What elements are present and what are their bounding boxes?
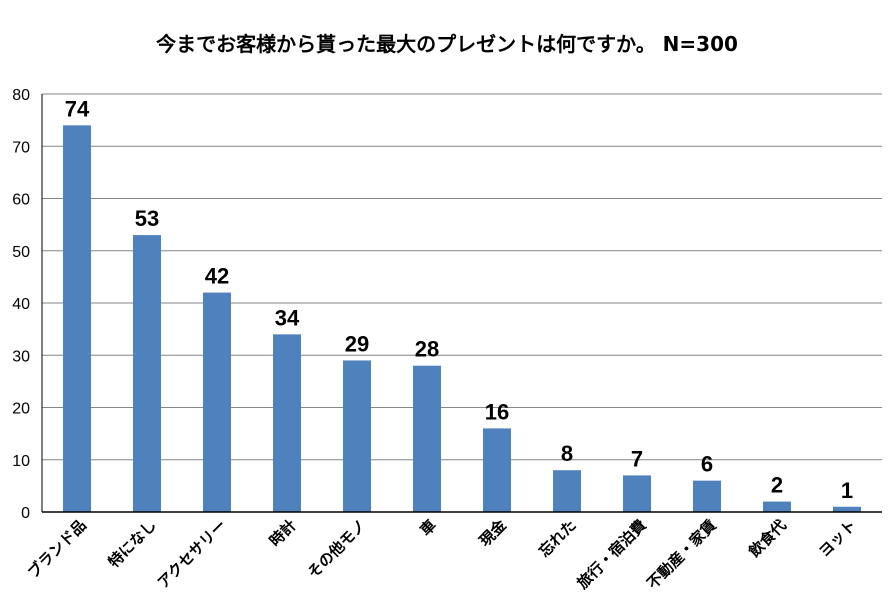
x-tick-label: ヨット <box>815 516 860 561</box>
x-tick-label: 旅行・宿泊費 <box>573 516 649 592</box>
data-label: 1 <box>841 478 853 503</box>
y-axis-ticks: 0 10 20 30 40 50 60 70 80 <box>12 87 30 522</box>
bar <box>833 506 861 512</box>
bar <box>133 235 161 512</box>
bar <box>553 470 581 512</box>
data-label: 42 <box>205 264 229 289</box>
bars <box>63 125 861 512</box>
bar <box>203 292 231 512</box>
x-tick-label: 飲食代 <box>745 516 790 561</box>
bar <box>273 334 301 512</box>
data-label: 16 <box>485 399 509 424</box>
x-tick-label: 特になし <box>105 516 160 571</box>
x-tick-label: アクセサリー <box>154 516 230 592</box>
bar <box>63 125 91 512</box>
data-labels: 74 53 42 34 29 28 16 8 7 6 2 1 <box>65 96 853 502</box>
x-tick-label: ブランド品 <box>24 516 90 582</box>
bar <box>623 475 651 512</box>
x-tick-label: その他モノ <box>304 516 370 582</box>
x-tick-label: 車 <box>416 516 439 539</box>
bar <box>763 501 791 512</box>
y-tick-label: 0 <box>21 505 30 522</box>
y-tick-label: 70 <box>12 139 30 156</box>
y-tick-label: 80 <box>12 87 30 104</box>
y-tick-label: 40 <box>12 296 30 313</box>
x-tick-label: 不動産・家賃 <box>643 516 719 592</box>
y-tick-label: 60 <box>12 192 30 209</box>
x-tick-label: 現金 <box>476 515 511 550</box>
x-tick-label: 時計 <box>266 516 300 550</box>
bar <box>693 480 721 512</box>
gridlines <box>42 93 882 461</box>
data-label: 34 <box>275 305 300 330</box>
y-tick-label: 20 <box>12 401 30 418</box>
x-tick-label: 忘れた <box>535 516 580 561</box>
y-tick-label: 50 <box>12 244 30 261</box>
data-label: 53 <box>135 206 159 231</box>
bar <box>343 360 371 512</box>
bar <box>413 365 441 512</box>
data-label: 28 <box>415 337 439 362</box>
data-label: 74 <box>65 96 90 121</box>
chart-title: 今までお客様から貰った最大のプレゼントは何ですか。 N=300 <box>156 32 738 56</box>
data-label: 2 <box>771 473 783 498</box>
y-tick-label: 10 <box>12 453 30 470</box>
data-label: 8 <box>561 441 573 466</box>
data-label: 6 <box>701 452 713 477</box>
y-tick-label: 30 <box>12 348 30 365</box>
data-label: 29 <box>345 331 369 356</box>
bar <box>483 428 511 512</box>
data-label: 7 <box>631 446 643 471</box>
